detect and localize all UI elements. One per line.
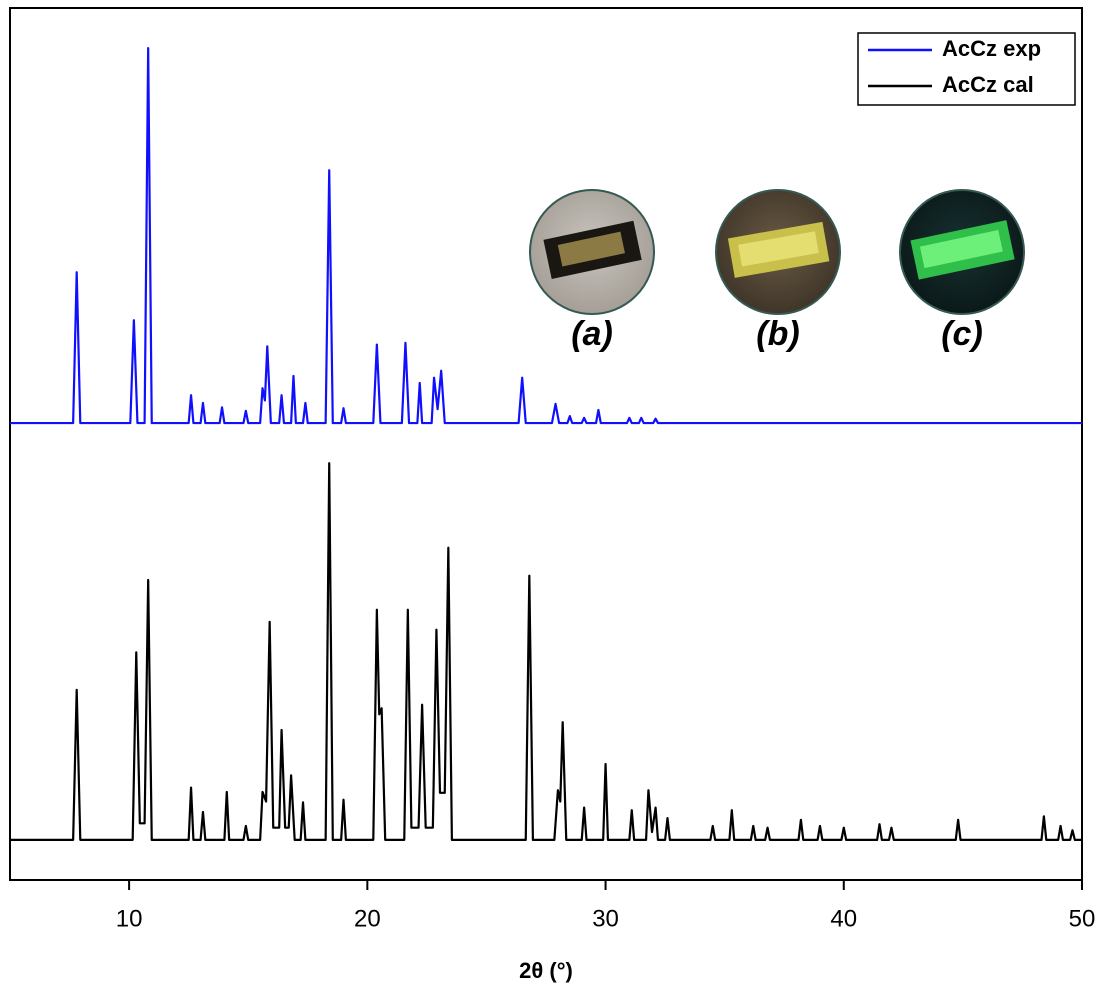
inset-label: (b) (756, 315, 799, 353)
series-line (10, 462, 1082, 841)
x-tick-label: 10 (116, 905, 143, 932)
crystal-c (910, 220, 1015, 280)
x-tick-label: 20 (354, 905, 381, 932)
series-line (10, 47, 1082, 425)
plot-frame (9, 7, 1083, 881)
x-tick-label: 30 (592, 905, 619, 932)
x-tick-label: 50 (1069, 905, 1096, 932)
legend-label: AcCz cal (942, 72, 1034, 97)
legend-box (857, 32, 1076, 106)
legend: AcCz exp AcCz cal (857, 32, 1076, 106)
inset-label: (c) (941, 315, 983, 353)
x-axis-label: 2θ (°) (519, 958, 573, 983)
x-tick-label: 40 (830, 905, 857, 932)
crystal-b (727, 221, 830, 278)
inset-photos (529, 189, 1025, 315)
crystal-a (543, 220, 642, 279)
legend-label: AcCz exp (942, 36, 1041, 61)
inset-label: (a) (571, 315, 613, 353)
